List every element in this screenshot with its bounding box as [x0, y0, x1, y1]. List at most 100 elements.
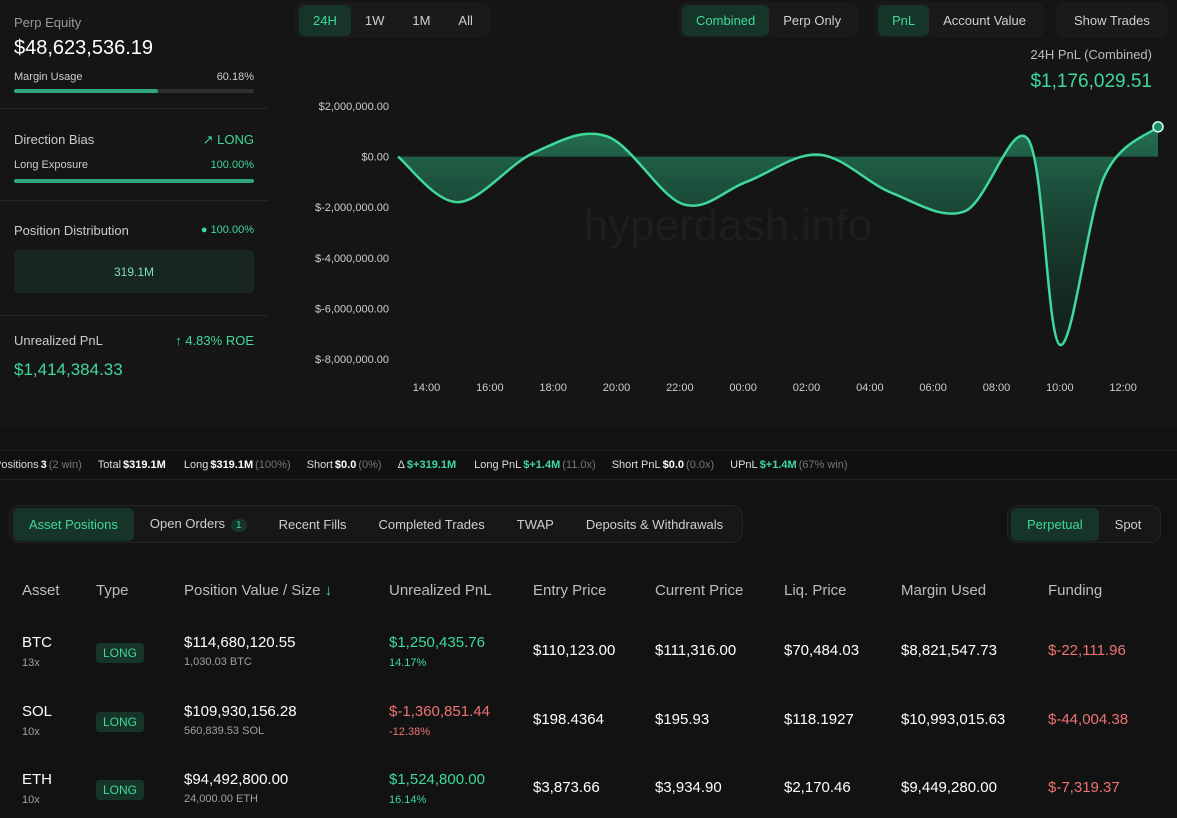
column-header: Margin Used [901, 582, 987, 599]
position-value: $114,680,120.55 [184, 634, 296, 651]
y-tick-label: $2,000,000.00 [319, 101, 389, 113]
value: $+1.4M [523, 459, 561, 471]
sort-icon[interactable]: ↓ [320, 582, 333, 599]
tab[interactable]: TWAP [501, 508, 570, 541]
summary-bar: Positions3(2 win)Total$319.1MLong$319.1M… [0, 450, 1177, 480]
column-header: Unrealized PnL [389, 582, 492, 599]
leverage: 10x [22, 794, 40, 806]
position-value: $109,930,156.28 [184, 703, 297, 720]
funding: $-7,319.37 [1048, 779, 1120, 796]
entry-price: $110,123.00 [533, 642, 616, 659]
tab[interactable]: 1W [364, 12, 385, 28]
value: 100.00% [210, 224, 254, 236]
tab[interactable]: Perp Only [783, 12, 842, 28]
x-tick-label: 04:00 [856, 382, 884, 394]
last-point [1152, 121, 1164, 133]
summary-item: Positions3(2 win) [0, 459, 82, 471]
exposure-bar [14, 179, 254, 183]
margin-bar [14, 89, 254, 93]
size: 24,000.00 ETH [184, 793, 258, 805]
time-tabs: 24H 1W 1M All [295, 2, 491, 38]
position-value: $94,492,800.00 [184, 771, 289, 788]
x-tick-label: 20:00 [603, 382, 631, 394]
value: $0.0 [662, 459, 685, 471]
label: Positions [0, 459, 39, 471]
tab[interactable]: Spot [1114, 516, 1142, 532]
value: 4.83% ROE [185, 333, 254, 348]
value: 3 [40, 459, 47, 471]
asset: BTC [22, 634, 52, 651]
value: 319.1M [113, 264, 155, 279]
value: 100.00% [210, 159, 254, 171]
value: $1,414,384.33 [14, 360, 123, 379]
y-tick-label: $-6,000,000.00 [315, 303, 389, 315]
tab[interactable]: Perpetual [1011, 507, 1099, 541]
label: Long Exposure [14, 159, 88, 171]
tab[interactable]: 24H [299, 4, 351, 36]
value: $0.0 [334, 459, 357, 471]
x-tick-label: 06:00 [919, 382, 947, 394]
asset: ETH [22, 771, 52, 788]
x-tick-label: 12:00 [1109, 382, 1137, 394]
chart-title: 24H PnL (Combined) [1030, 47, 1152, 62]
exposure-fill [14, 179, 254, 183]
y-tick-label: $-8,000,000.00 [315, 354, 389, 366]
distribution-bar: 319.1M [14, 250, 254, 293]
tab[interactable]: Completed Trades [363, 508, 501, 541]
view-tabs: Combined Perp Only [678, 2, 860, 38]
size: 1,030.03 BTC [184, 656, 252, 668]
column-header: Liq. Price [784, 582, 847, 599]
summary-item: Long PnL $+1.4M (11.0x) [474, 459, 596, 471]
summary-item: Long $319.1M (100%) [184, 459, 291, 471]
badge: 1 [231, 519, 247, 532]
tab[interactable]: Deposits & Withdrawals [570, 508, 739, 541]
label: Short PnL [611, 459, 661, 471]
column-header: Type [96, 582, 129, 599]
tab-label: TWAP [516, 516, 554, 532]
label: Margin Usage [14, 71, 83, 83]
y-tick-label: $-2,000,000.00 [315, 202, 389, 214]
label: Δ [397, 459, 405, 471]
x-tick-label: 10:00 [1046, 382, 1074, 394]
value: $+319.1M [406, 459, 457, 471]
unrealized-pnl: $1,524,800.00 [389, 771, 485, 788]
bias: ↗ LONG [202, 132, 254, 147]
tab[interactable]: 1M [412, 12, 431, 28]
tab[interactable]: Account Value [943, 12, 1027, 28]
tab-label: Completed Trades [378, 516, 485, 532]
button[interactable]: Show Trades [1074, 12, 1150, 28]
summary-item: Short PnL $0.0 (0.0x) [612, 459, 714, 471]
tab[interactable]: PnL [878, 4, 930, 36]
unrealized-pnl: $-1,360,851.44 [389, 703, 490, 720]
metric-tabs: PnL Account Value [874, 2, 1045, 38]
label: Short [306, 459, 333, 471]
chart-headline: $1,176,029.51 [1030, 71, 1152, 92]
x-tick-label: 02:00 [793, 382, 821, 394]
tab[interactable]: All [458, 12, 473, 28]
y-tick-label: $-4,000,000.00 [315, 253, 389, 265]
funding: $-44,004.38 [1048, 711, 1129, 728]
tab[interactable]: Open Orders 1 [134, 507, 263, 541]
pnl-area [398, 126, 1158, 346]
tab[interactable]: Combined [682, 4, 770, 36]
column-header: Funding [1048, 582, 1103, 599]
pnl-percent: 16.14% [389, 794, 427, 806]
tab[interactable]: Asset Positions [13, 507, 134, 541]
leverage: 13x [22, 657, 40, 669]
type-badge: LONG [96, 643, 145, 663]
pnl-percent: 14.17% [389, 657, 427, 669]
entry-price: $3,873.66 [533, 779, 600, 796]
tab[interactable]: Recent Fills [263, 508, 363, 541]
tab-label: Deposits & Withdrawals [585, 516, 724, 532]
margin-fill [14, 89, 159, 93]
liq-price: $70,484.03 [784, 642, 860, 659]
column-header: Entry Price [533, 582, 607, 599]
pnl-percent: -12.38% [389, 726, 430, 738]
label: Perp Equity [14, 15, 82, 30]
value: $48,623,536.19 [14, 37, 154, 59]
type-badge: LONG [96, 780, 145, 800]
divider [0, 108, 268, 109]
summary-item: UPnL $+1.4M (67% win) [730, 459, 847, 471]
watermark: hyperdash.info [584, 201, 873, 250]
